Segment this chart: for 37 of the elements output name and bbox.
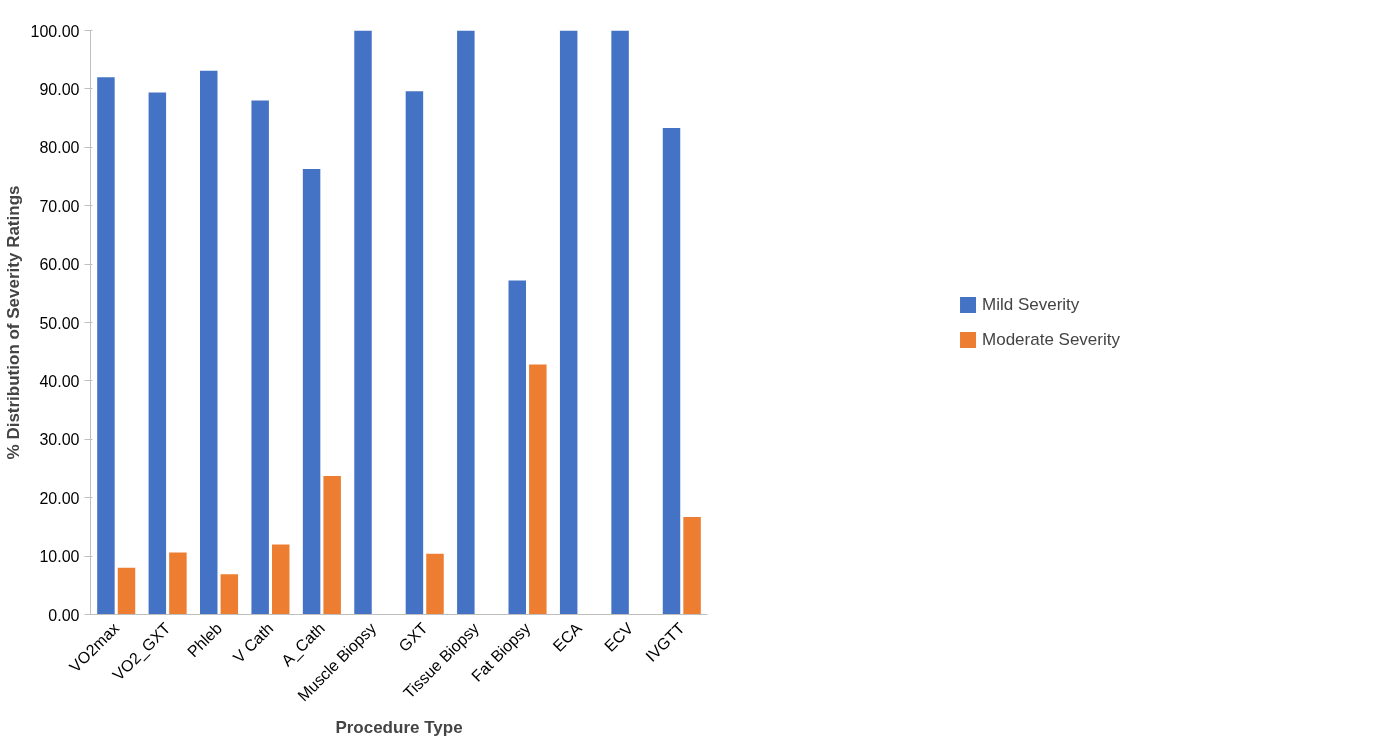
legend-label: Mild Severity — [982, 294, 1080, 315]
y-tick-label: 30.00 — [39, 431, 80, 449]
bar — [508, 280, 526, 615]
x-axis-title: Procedure Type — [335, 718, 463, 738]
bar — [117, 567, 136, 615]
bar — [683, 516, 701, 615]
bar — [611, 30, 629, 615]
bar — [302, 168, 321, 615]
y-tick-label: 50.00 — [39, 314, 80, 332]
bar — [169, 552, 187, 615]
bar — [148, 92, 167, 615]
y-axis-title: % Distribution of Severity Ratings — [3, 185, 23, 460]
bar — [272, 544, 290, 615]
y-tick-label: 20.00 — [39, 489, 80, 507]
bar — [251, 100, 269, 615]
bar — [426, 553, 444, 615]
bar — [559, 30, 578, 615]
bar — [323, 476, 341, 615]
y-tick-label: 10.00 — [39, 548, 80, 566]
bar — [200, 70, 218, 615]
y-tick-label: 70.00 — [39, 197, 80, 215]
x-tick-label: V Cath — [229, 619, 277, 667]
bar — [529, 364, 547, 615]
bar — [354, 30, 372, 615]
bar — [97, 77, 115, 615]
y-tick-label: 60.00 — [39, 256, 80, 274]
bar — [457, 30, 475, 615]
y-tick-label: 100.00 — [30, 22, 80, 40]
legend-label: Moderate Severity — [982, 329, 1120, 350]
y-tick-label: 0.00 — [48, 606, 80, 624]
bar — [220, 574, 239, 615]
y-tick-label: 80.00 — [39, 139, 80, 157]
y-tick-label: 90.00 — [39, 80, 80, 98]
y-tick-label: 40.00 — [39, 372, 80, 390]
bar — [662, 128, 681, 615]
bar — [405, 91, 424, 615]
x-tick-label: ECA — [549, 619, 586, 655]
